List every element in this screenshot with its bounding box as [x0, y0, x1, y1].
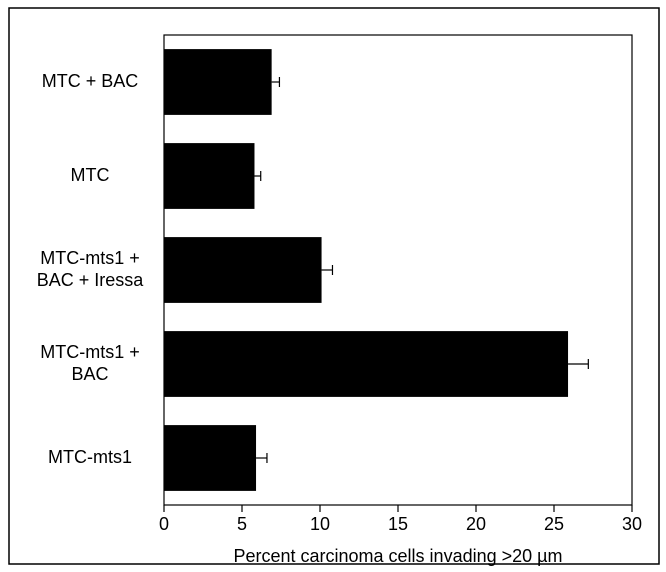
bar	[164, 49, 272, 115]
error-bar	[271, 77, 281, 87]
error-bar	[321, 265, 334, 275]
error-bar	[568, 359, 589, 369]
y-tick-label: MTC + BAC	[42, 71, 139, 91]
x-tick-label: 30	[622, 514, 642, 534]
x-tick-label: 10	[310, 514, 330, 534]
x-tick-label: 25	[544, 514, 564, 534]
y-tick-label: MTC-mts1 +	[40, 248, 140, 268]
x-axis-label: Percent carcinoma cells invading >20 µm	[233, 546, 562, 566]
error-bar	[256, 453, 268, 463]
x-tick-label: 5	[237, 514, 247, 534]
x-tick-label: 20	[466, 514, 486, 534]
y-tick-label: MTC	[71, 165, 110, 185]
frame	[8, 7, 660, 565]
x-tick-label: 15	[388, 514, 408, 534]
error-bar	[254, 171, 262, 181]
y-tick-label: BAC	[71, 364, 108, 384]
x-tick-label: 0	[159, 514, 169, 534]
y-tick-label: MTC-mts1	[48, 447, 132, 467]
y-tick-label: BAC + Iressa	[37, 270, 145, 290]
bar	[164, 237, 322, 303]
y-tick-label: MTC-mts1 +	[40, 342, 140, 362]
bar	[164, 143, 255, 209]
bar	[164, 331, 569, 397]
bar	[164, 425, 257, 491]
